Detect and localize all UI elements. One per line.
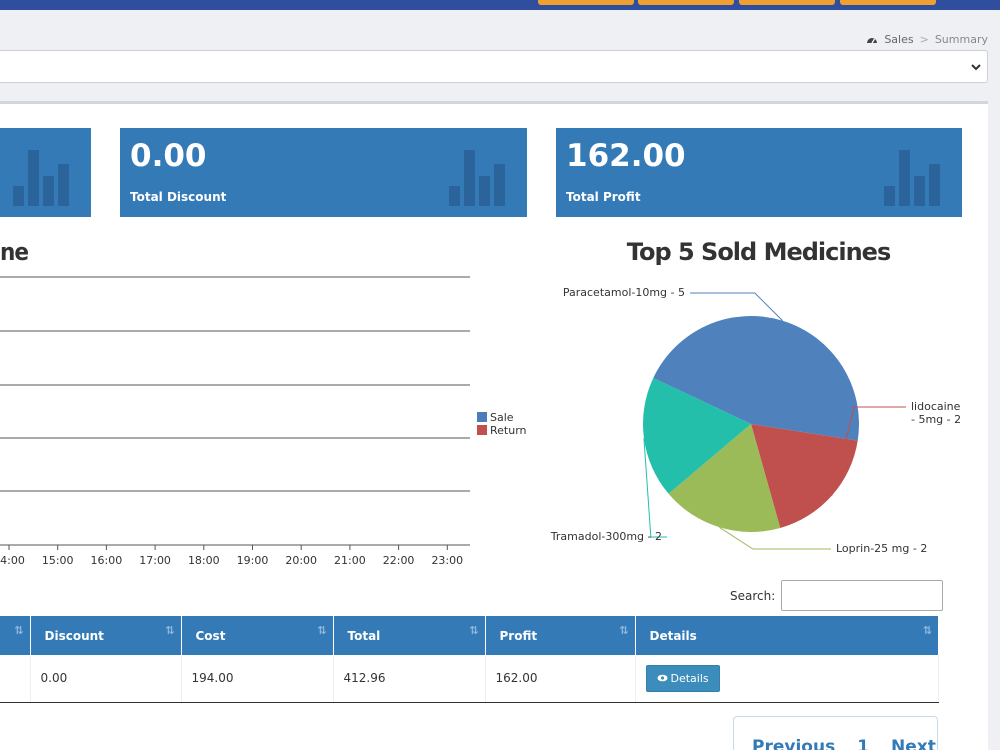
column-header-discount[interactable]: Discount ⇅ [30, 616, 182, 655]
legend-swatch [477, 412, 487, 422]
stat-value: 162.00 [566, 138, 686, 174]
x-tick-label: 20:00 [285, 554, 317, 567]
cell-discount: 0.00 [30, 655, 182, 703]
pie-slice-label: Loprin-25 mg - 2 [836, 542, 927, 555]
stat-value: 0.00 [130, 138, 207, 174]
x-tick-label: 22:00 [383, 554, 415, 567]
breadcrumb-current: Summary [934, 33, 988, 46]
stat-label: Total Discount [130, 190, 227, 204]
sort-icon: ⇅ [922, 624, 932, 637]
stat-label: Total Profit [566, 190, 641, 204]
pie-chart-title: Top 5 Sold Medicines [626, 238, 891, 266]
top-button-4[interactable] [840, 0, 936, 5]
bar-chart-icon [449, 150, 505, 206]
stat-box-total-discount: 0.00 Total Discount [120, 128, 527, 217]
breadcrumb-root[interactable]: Sales [884, 33, 914, 46]
breadcrumb-separator: > [919, 33, 929, 46]
cell-first [0, 655, 31, 703]
x-tick-label: 21:00 [334, 554, 366, 567]
x-tick-label: 23:00 [431, 554, 463, 567]
sales-table: ⇅ Discount ⇅ Cost ⇅ Total ⇅ Profit ⇅ Details… [0, 616, 939, 703]
top-navbar [0, 0, 1000, 10]
eye-icon [657, 674, 667, 682]
details-button[interactable]: Details [645, 664, 720, 692]
cell-total: 412.96 [333, 655, 486, 703]
pie-slice-label: Paracetamol-10mg - 5 [563, 286, 685, 299]
column-header-details[interactable]: Details ⇅ [635, 616, 939, 655]
stat-box-partial [0, 128, 91, 217]
top-button-3[interactable] [739, 0, 835, 5]
x-tick-label: 16:00 [91, 554, 123, 567]
table-search: Search: [730, 580, 944, 611]
table-row: 0.00 194.00 412.96 162.00 Details [0, 655, 939, 703]
column-header-total[interactable]: Total ⇅ [333, 616, 486, 655]
dashboard-icon [867, 37, 878, 43]
pie-slice-label: Tramadol-300mg - 2 [550, 530, 662, 543]
legend-label: Return [490, 424, 527, 437]
filter-select[interactable] [0, 50, 988, 83]
next-page-button[interactable]: Next [891, 737, 936, 750]
pie-leader-line [831, 406, 906, 496]
pie-slice-label: - 5mg - 2 [911, 413, 961, 426]
sort-icon: ⇅ [619, 624, 629, 637]
sort-icon: ⇅ [469, 624, 479, 637]
sort-icon: ⇅ [317, 624, 327, 637]
cell-details: Details [635, 655, 939, 703]
search-input[interactable] [781, 580, 944, 611]
top-button-1[interactable] [538, 0, 634, 5]
column-header-first[interactable]: ⇅ [0, 616, 31, 655]
sort-icon: ⇅ [14, 624, 24, 637]
top-medicines-pie-chart: Paracetamol-10mg - 5 lidocaine- 5mg - 2 Lo… [550, 286, 961, 555]
details-button-label: Details [670, 671, 709, 685]
x-tick-label: 19:00 [237, 554, 269, 567]
pie-leader-line [719, 526, 831, 550]
cell-cost: 194.00 [181, 655, 334, 703]
bar-chart-icon [884, 150, 940, 206]
x-tick-label: 18:00 [188, 554, 220, 567]
column-header-profit[interactable]: Profit ⇅ [485, 616, 636, 655]
top-button-2[interactable] [638, 0, 734, 5]
pie-leader-line [643, 438, 667, 538]
pie-slice [643, 378, 751, 494]
x-tick-label: 15:00 [42, 554, 74, 567]
breadcrumb: Sales > Summary [866, 33, 988, 46]
pie-leader-line [690, 292, 783, 322]
pie-slice [668, 424, 781, 532]
line-chart-title: ne [0, 238, 29, 266]
column-header-cost[interactable]: Cost ⇅ [181, 616, 334, 655]
x-tick-label: 17:00 [139, 554, 171, 567]
pie-slice [653, 315, 859, 441]
legend-label: Sale [490, 411, 514, 424]
chevron-down-icon [971, 64, 981, 71]
previous-page-button[interactable]: Previous [752, 737, 836, 750]
page-1-button[interactable]: 1 [857, 737, 870, 750]
search-label: Search: [730, 588, 776, 603]
sales-line-chart: 14:00 15:00 16:00 17:00 18:00 19:00 20:00 21:00… [0, 276, 527, 567]
cell-profit: 162.00 [485, 655, 636, 703]
stat-box-total-profit: 162.00 Total Profit [556, 128, 962, 217]
pie-slice [751, 424, 858, 528]
pagination: Previous 1 Next [733, 716, 938, 750]
x-tick-label: 14:00 [0, 554, 25, 567]
pie-slice-label: lidocaine [911, 400, 961, 413]
legend-swatch [477, 425, 487, 435]
table-header-row: ⇅ Discount ⇅ Cost ⇅ Total ⇅ Profit ⇅ Details… [0, 616, 939, 655]
sort-icon: ⇅ [165, 624, 175, 637]
bar-chart-icon [13, 150, 69, 206]
